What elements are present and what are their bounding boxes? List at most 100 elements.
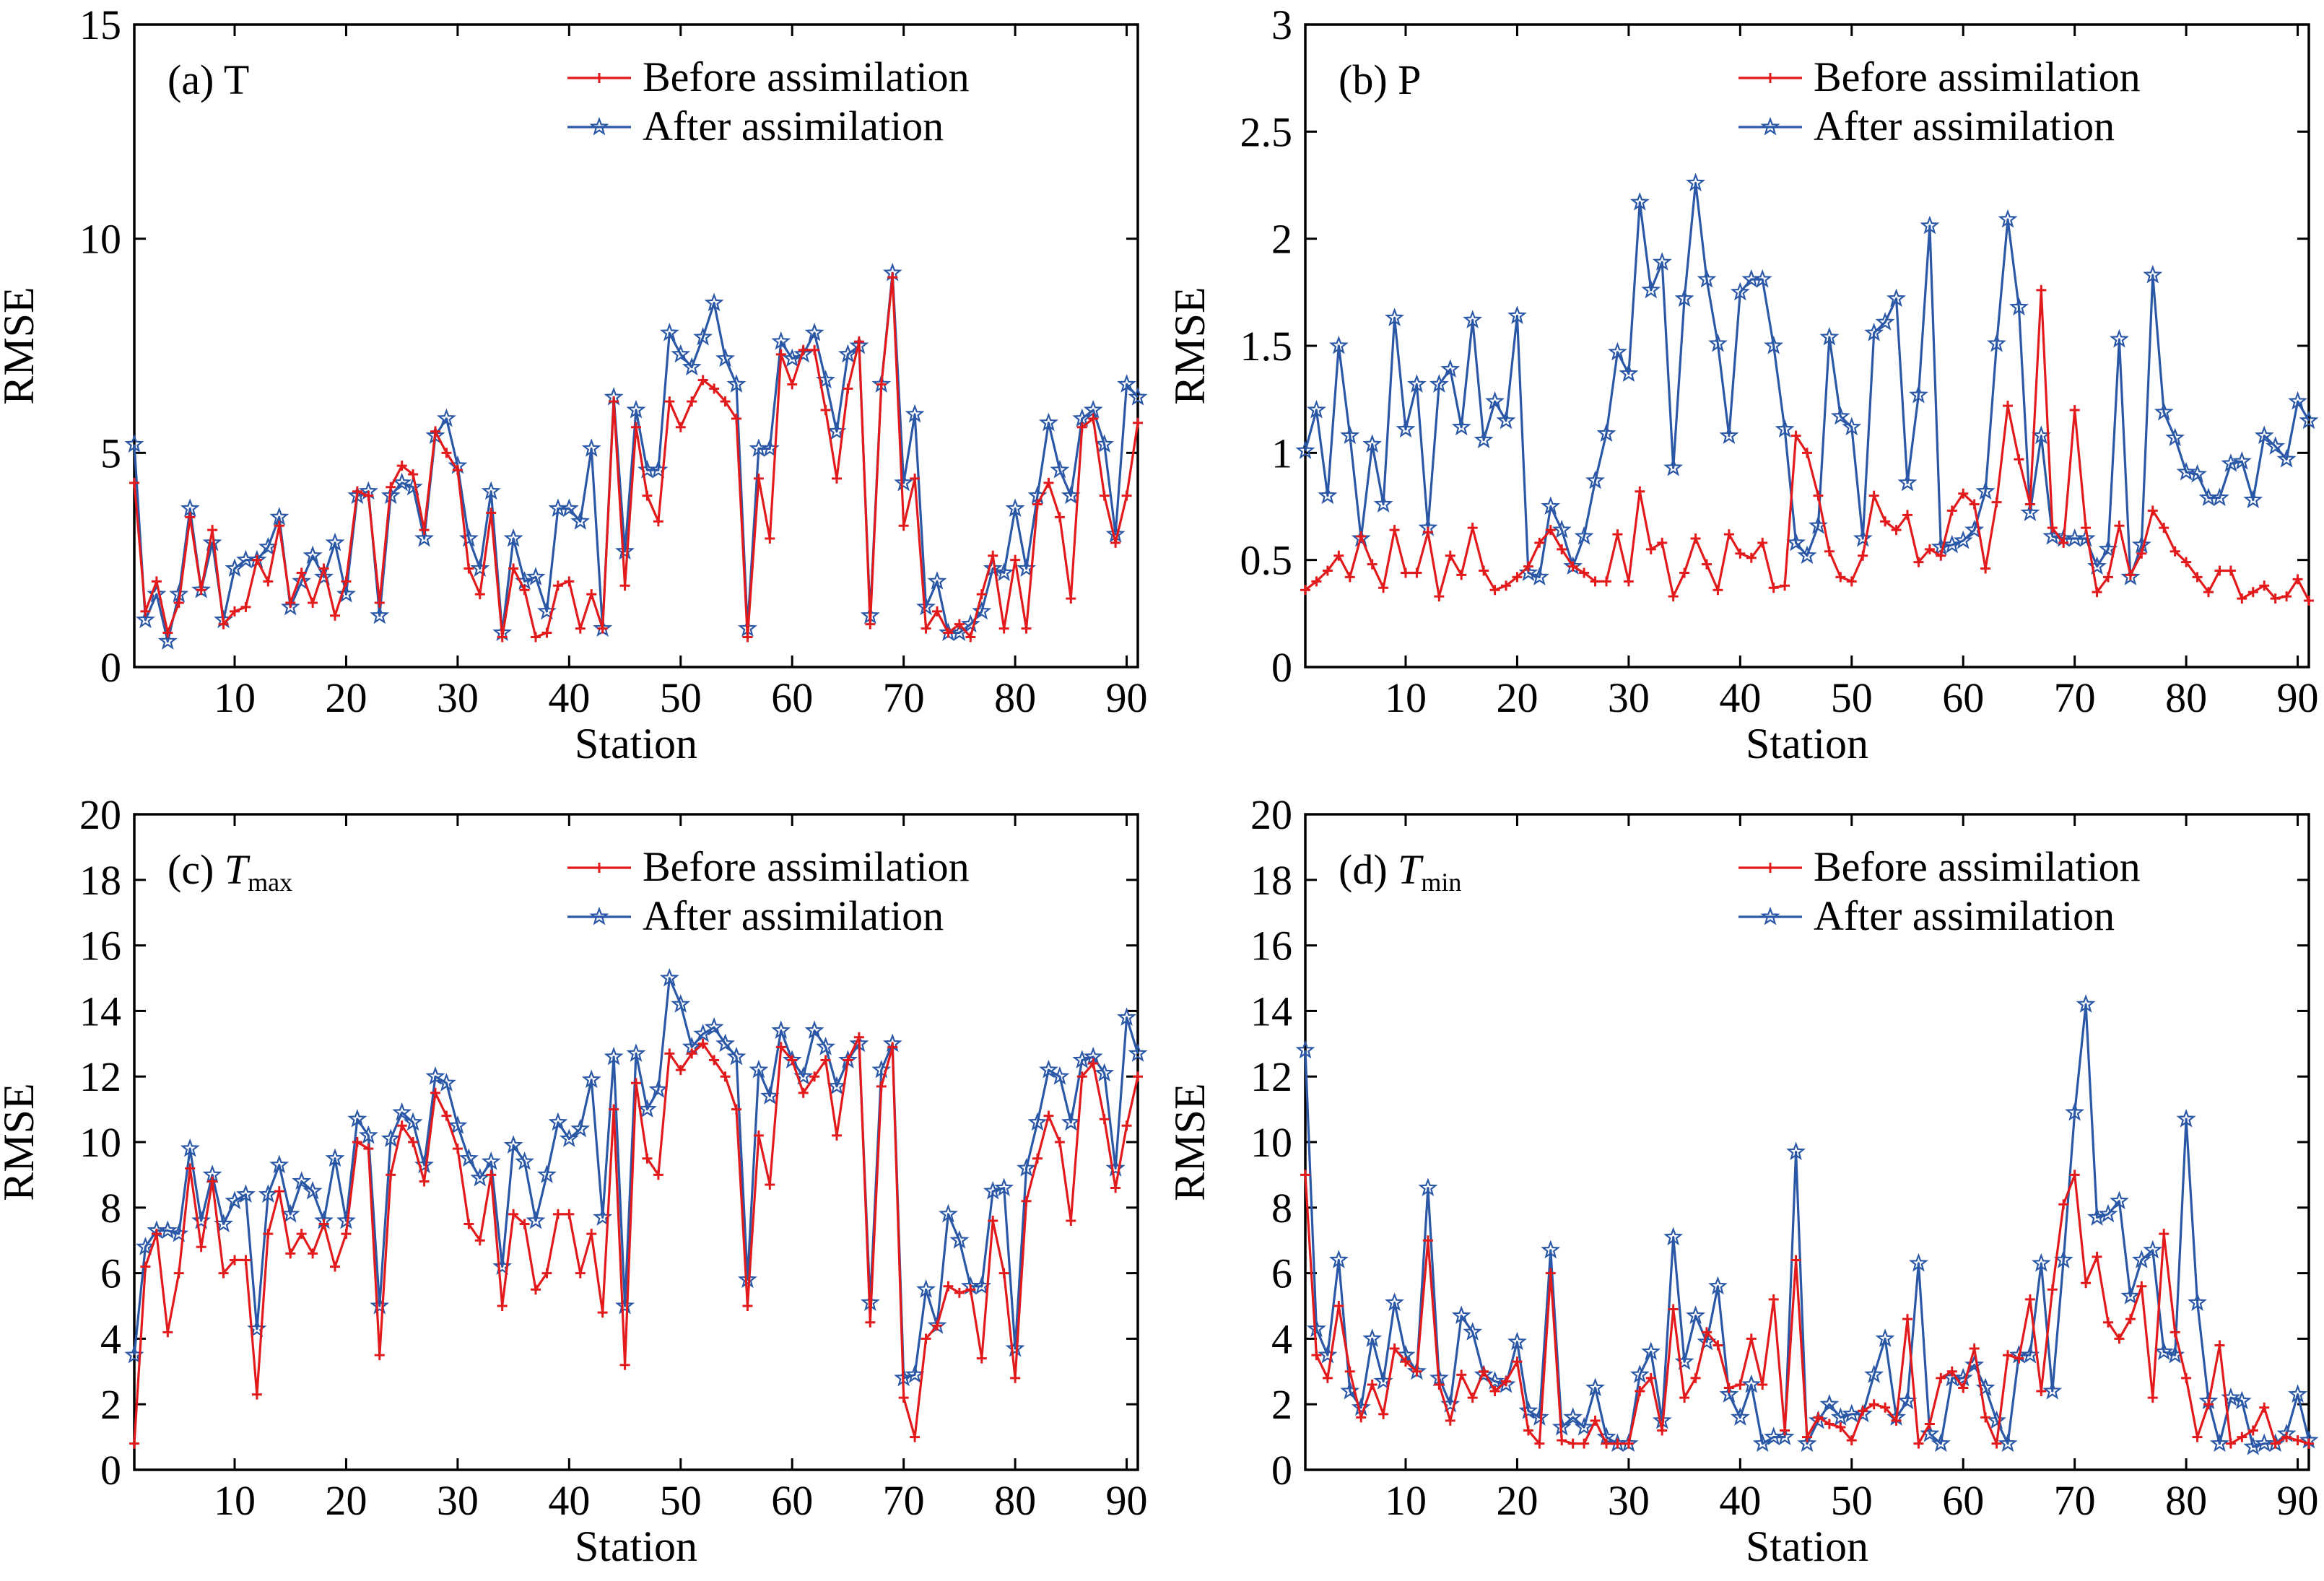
data-point-star <box>1351 1397 1371 1416</box>
data-point-plus <box>396 461 407 471</box>
data-point-plus <box>988 1215 998 1226</box>
series-line <box>1304 1003 2310 1448</box>
y-tick-label: 20 <box>79 791 121 838</box>
data-point-star <box>570 1118 591 1138</box>
x-tick-label: 80 <box>994 674 1036 721</box>
data-point-plus <box>140 1261 151 1272</box>
y-tick-label: 10 <box>79 216 121 263</box>
data-point-plus <box>1913 557 1924 567</box>
data-point-star <box>1050 1066 1070 1085</box>
data-point-star <box>1328 1250 1349 1268</box>
data-point-plus <box>1723 529 1734 540</box>
data-point-plus <box>274 521 284 531</box>
data-point-star <box>1864 323 1884 341</box>
data-point-plus <box>218 619 229 630</box>
data-point-plus <box>1523 561 1533 572</box>
y-tick-label: 16 <box>1250 923 1292 970</box>
data-point-star <box>2254 425 2274 445</box>
data-point-plus <box>1980 563 1991 574</box>
data-point-star <box>303 1180 323 1200</box>
data-point-plus <box>1378 1408 1389 1419</box>
series-line <box>1304 181 2310 579</box>
data-point-star <box>1674 288 1694 308</box>
data-point-star <box>659 967 679 987</box>
data-point-plus <box>876 379 887 390</box>
data-point-plus <box>1702 1327 1712 1338</box>
data-point-plus <box>363 1144 374 1154</box>
data-point-plus <box>753 1130 764 1141</box>
data-point-star <box>1105 1158 1126 1177</box>
y-tick-label: 14 <box>79 988 121 1035</box>
data-point-plus <box>419 1176 430 1187</box>
data-point-star <box>1719 1384 1739 1403</box>
data-point-plus <box>1110 1183 1121 1193</box>
data-point-plus <box>809 1071 820 1082</box>
data-point-star <box>838 344 858 363</box>
y-tick-label: 5 <box>100 430 121 476</box>
data-point-plus <box>330 1261 340 1272</box>
data-point-plus <box>1868 1399 1879 1410</box>
data-point-plus <box>1501 1376 1511 1387</box>
data-point-star <box>180 498 200 517</box>
data-point-plus <box>1712 585 1723 596</box>
y-tick-label: 2.5 <box>1240 108 1293 155</box>
data-point-plus <box>998 1268 1009 1279</box>
data-point-star <box>1797 1433 1817 1452</box>
data-point-plus <box>452 465 463 476</box>
data-point-plus <box>2081 523 2092 533</box>
legend-marker-after <box>589 906 609 925</box>
data-point-star <box>682 357 702 376</box>
data-point-star <box>2109 328 2129 348</box>
x-tick-label: 60 <box>771 1477 813 1524</box>
data-point-plus <box>474 589 485 600</box>
data-point-plus <box>2214 565 2225 576</box>
data-point-plus <box>1936 550 1946 561</box>
data-point-plus <box>2192 572 2203 583</box>
data-point-star <box>1942 534 1962 554</box>
y-tick-label: 1.5 <box>1240 323 1293 370</box>
data-point-plus <box>564 576 575 587</box>
data-point-star <box>458 1148 479 1167</box>
data-point-plus <box>1679 1393 1690 1403</box>
data-point-star <box>526 567 546 585</box>
data-point-plus <box>441 448 452 458</box>
data-point-plus <box>1746 552 1757 563</box>
data-point-plus <box>1690 533 1701 544</box>
data-point-plus <box>2304 596 2314 606</box>
data-point-plus <box>318 1219 329 1229</box>
data-point-plus <box>1043 1110 1054 1121</box>
data-point-star <box>648 1079 669 1098</box>
legend-label-before: Before assimilation <box>1814 843 2141 890</box>
data-point-star <box>1886 288 1906 308</box>
data-point-star <box>258 536 278 556</box>
data-point-star <box>325 532 345 552</box>
data-point-star <box>637 1099 657 1118</box>
data-point-plus <box>1133 1071 1143 1082</box>
data-point-plus <box>687 1048 697 1059</box>
data-point-star <box>1619 363 1639 383</box>
data-point-star <box>983 558 1003 577</box>
data-point-plus <box>497 632 508 643</box>
data-point-star <box>1786 1141 1806 1161</box>
data-point-star <box>827 1076 847 1095</box>
data-point-plus <box>898 1393 909 1403</box>
data-point-star <box>2154 1341 2174 1361</box>
data-point-plus <box>2214 1340 2225 1351</box>
data-point-star <box>1853 528 1873 547</box>
data-point-star <box>292 571 312 590</box>
data-point-star <box>1775 1427 1795 1446</box>
data-point-plus <box>876 1081 887 1092</box>
data-point-star <box>1385 308 1404 326</box>
data-point-star <box>804 1020 824 1040</box>
data-point-star <box>1463 310 1483 328</box>
data-point-star <box>1083 399 1103 419</box>
data-point-plus <box>2081 1278 2092 1289</box>
y-tick-label: 20 <box>1250 791 1292 838</box>
data-point-star <box>157 631 178 650</box>
data-point-plus <box>1902 1314 1912 1325</box>
x-tick-label: 60 <box>1942 674 1984 721</box>
data-point-plus <box>1802 448 1812 458</box>
data-point-star <box>2176 1109 2196 1128</box>
x-tick-label: 50 <box>660 674 702 721</box>
data-point-plus <box>709 1055 720 1066</box>
